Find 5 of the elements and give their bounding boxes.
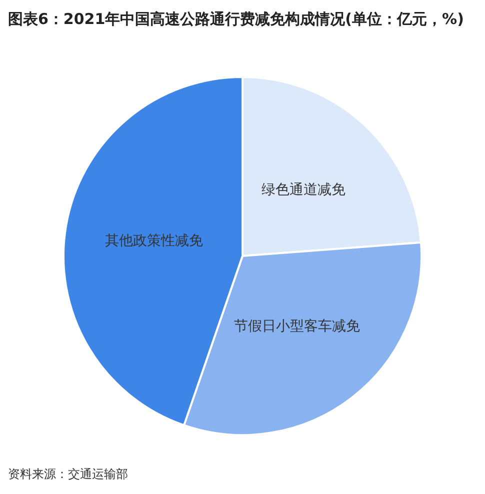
chart-title: 图表6：2021年中国高速公路通行费减免构成情况(单位：亿元，%) xyxy=(8,9,465,30)
text: 资料来源：交通运输部 xyxy=(8,466,128,483)
slice-label: 绿色通道减免 xyxy=(261,182,346,198)
slice-label: 节假日小型客车减免 xyxy=(234,318,360,335)
slice-label: 其他政策性减免 xyxy=(105,232,204,249)
